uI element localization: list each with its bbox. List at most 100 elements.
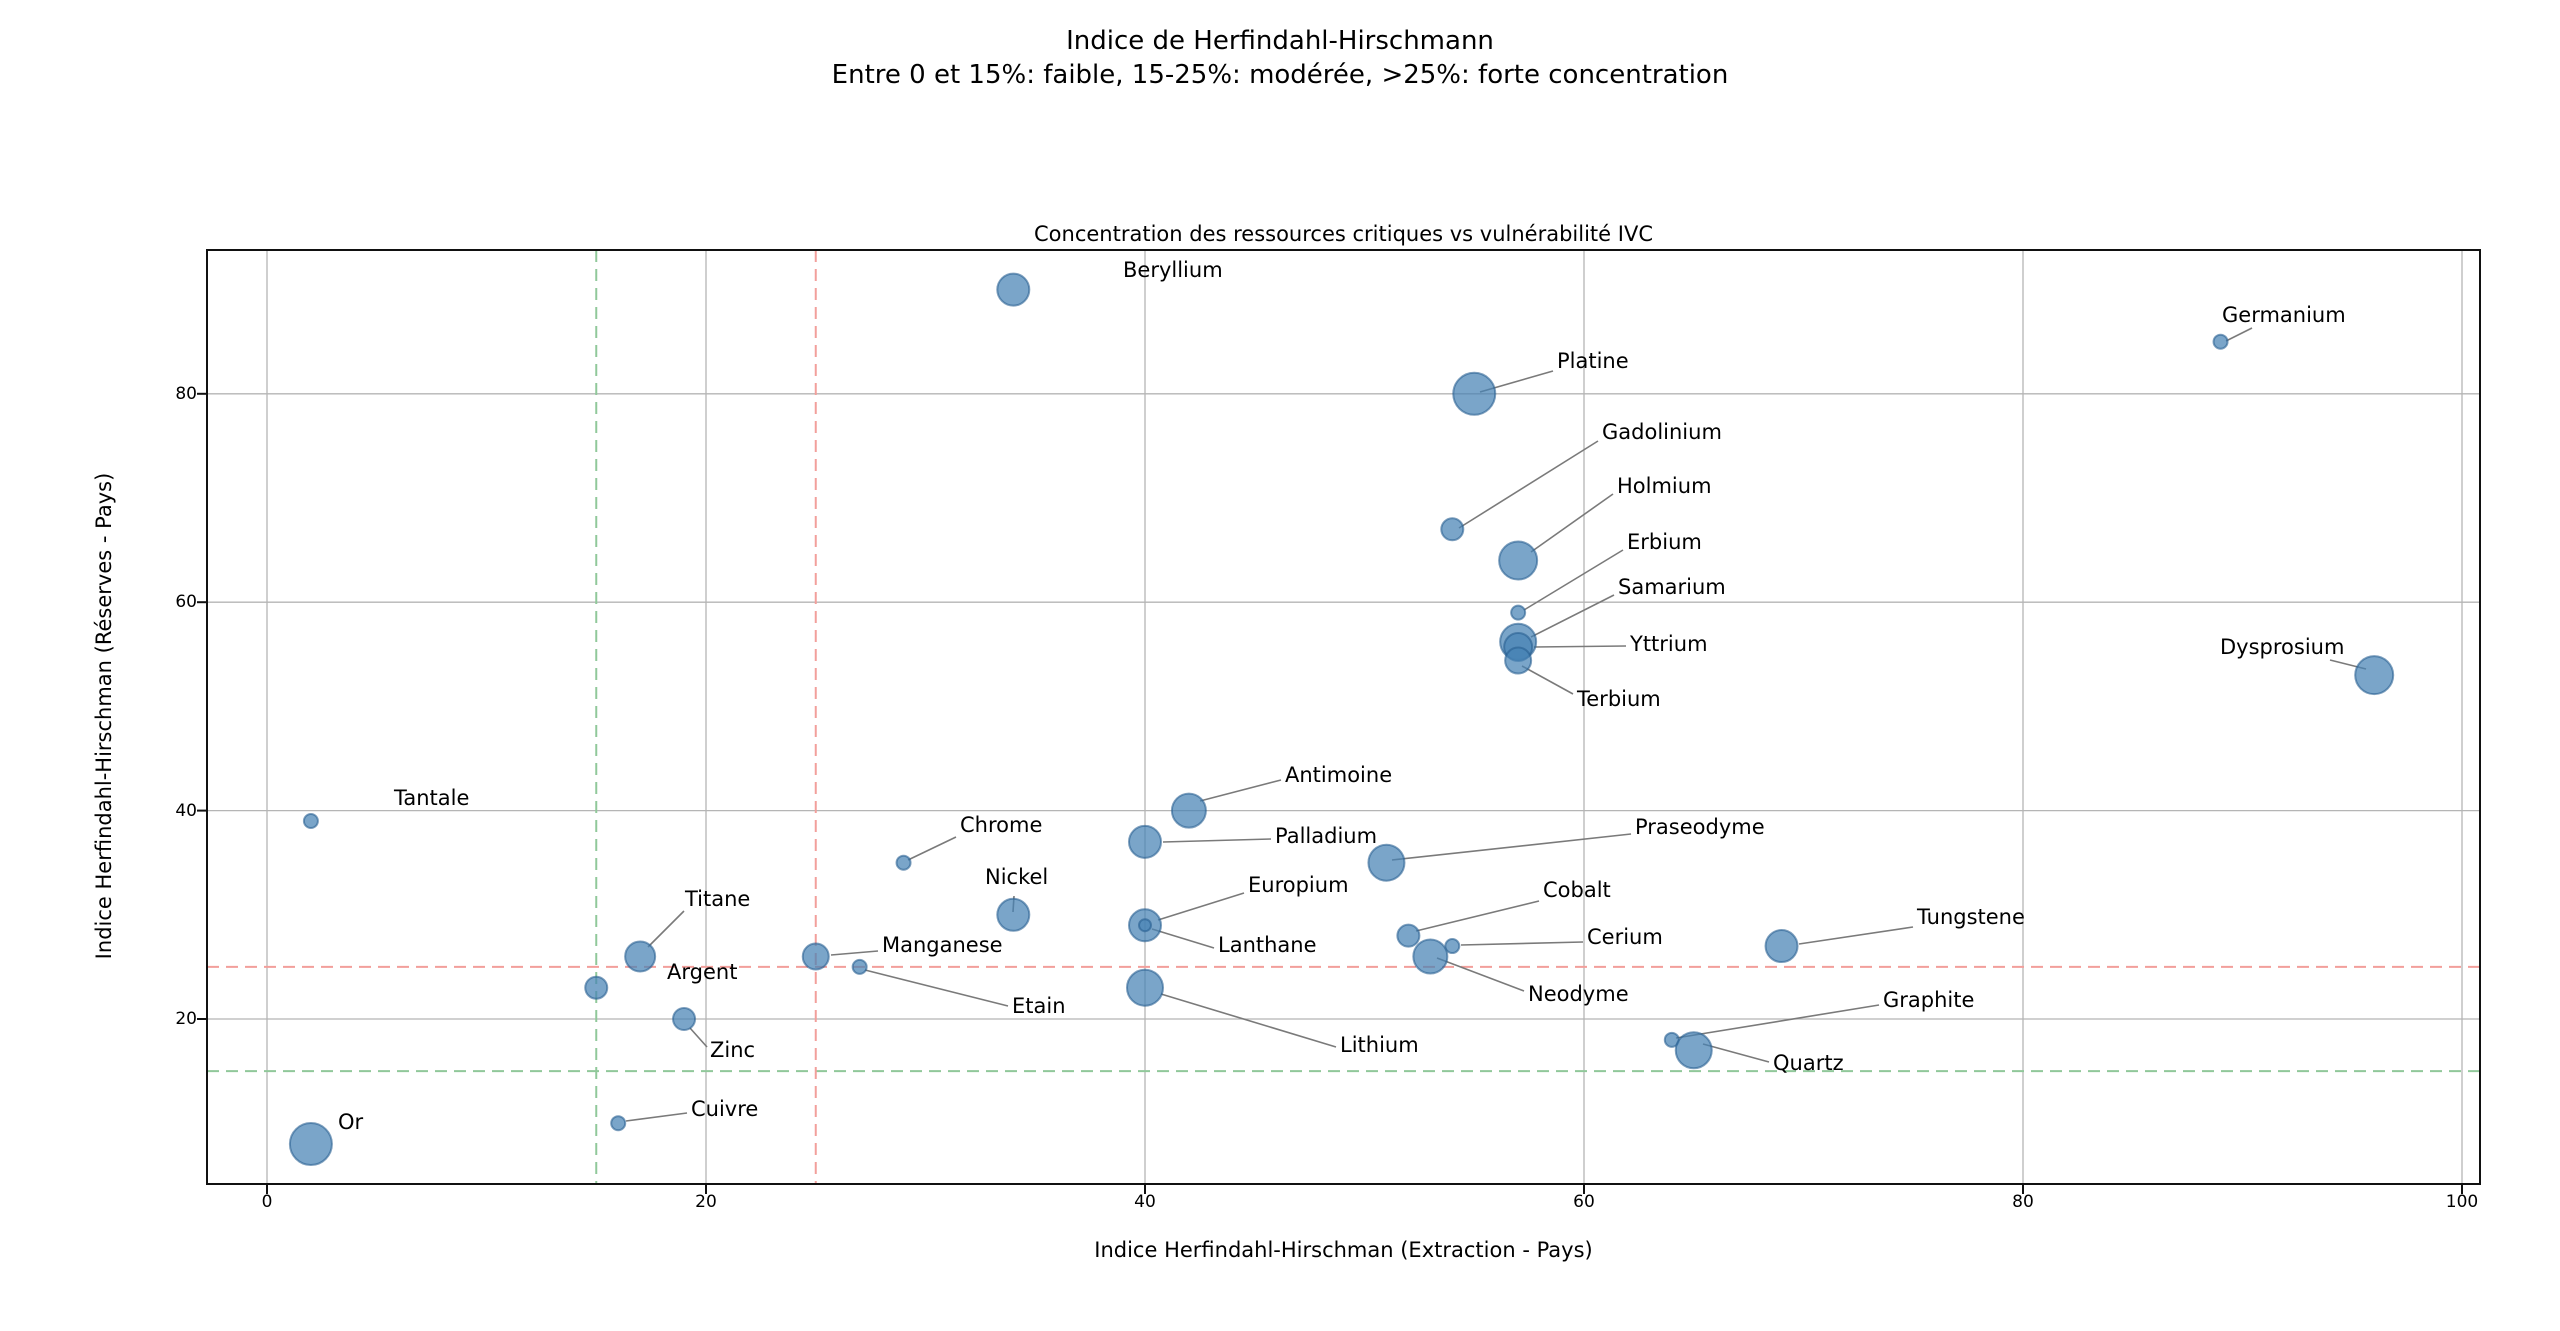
data-point-titane: [624, 940, 657, 973]
plot-border: [206, 249, 2481, 1185]
leader-line-cuivre: [625, 1112, 688, 1122]
data-point-zinc: [672, 1007, 697, 1031]
point-label-etain: Etain: [1012, 994, 1066, 1018]
leader-line-lithium: [1160, 993, 1337, 1048]
data-point-cobalt: [1396, 923, 1421, 948]
point-label-yttrium: Yttrium: [1630, 632, 1708, 656]
data-point-tungstene: [1764, 929, 1799, 964]
point-label-tungstene: Tungstene: [1917, 905, 2025, 929]
x-tick-label-0: 0: [261, 1192, 273, 1212]
leader-line-erbium: [1523, 549, 1624, 611]
point-label-terbium: Terbium: [1577, 687, 1661, 711]
data-point-palladium: [1128, 824, 1162, 859]
y-tick-label-20: 20: [175, 1009, 197, 1029]
data-point-praseodyme: [1367, 843, 1406, 882]
leader-line-lanthane: [1151, 928, 1215, 949]
leader-line-palladium: [1162, 838, 1272, 843]
leader-line-germanium: [2225, 327, 2253, 342]
point-label-cerium: Cerium: [1587, 925, 1663, 949]
leader-line-cobalt: [1415, 900, 1540, 932]
leader-line-graphite: [1675, 1004, 1880, 1039]
point-label-argent: Argent: [667, 960, 738, 984]
point-label-nickel: Nickel: [985, 865, 1049, 889]
point-label-titane: Titane: [685, 887, 751, 911]
x-tick-label-20: 20: [695, 1192, 717, 1212]
point-label-lithium: Lithium: [1340, 1033, 1419, 1057]
chart-title: Concentration des ressources critiques v…: [1034, 222, 1653, 246]
leader-line-etain: [864, 969, 1009, 1007]
point-label-gadolinium: Gadolinium: [1602, 420, 1722, 444]
point-label-dysprosium: Dysprosium: [2220, 635, 2345, 659]
point-label-graphite: Graphite: [1883, 988, 1975, 1012]
point-label-chrome: Chrome: [960, 813, 1043, 837]
leader-line-zinc: [689, 1027, 708, 1048]
point-label-palladium: Palladium: [1275, 824, 1378, 848]
data-point-lithium: [1126, 968, 1164, 1007]
data-point-argent: [584, 975, 609, 1000]
point-label-cobalt: Cobalt: [1543, 878, 1611, 902]
point-label-germanium: Germanium: [2222, 303, 2346, 327]
figure-suptitle: Indice de Herfindahl-Hirschmann Entre 0 …: [0, 24, 2560, 92]
data-point-dysprosium: [2354, 655, 2395, 696]
point-label-holmium: Holmium: [1617, 474, 1712, 498]
leader-line-chrome: [907, 836, 957, 861]
y-tick-label-60: 60: [175, 592, 197, 613]
leader-line-neodyme: [1436, 957, 1525, 992]
leader-line-tungstene: [1798, 926, 1914, 945]
data-point-platine: [1452, 371, 1497, 416]
data-point-beryllium: [996, 272, 1031, 307]
data-point-erbium: [1510, 604, 1527, 621]
leader-line-titane: [647, 910, 685, 948]
point-label-beryllium: Beryllium: [1123, 258, 1223, 282]
y-axis-title: Indice Herfindahl-Hirschman (Réserves - …: [92, 472, 116, 960]
data-point-etain: [851, 958, 868, 975]
x-tick-label-80: 80: [2012, 1192, 2034, 1212]
leader-line-cerium: [1460, 941, 1584, 946]
data-point-manganese: [801, 942, 830, 971]
leader-line-europium: [1157, 892, 1245, 921]
data-point-quartz: [1674, 1031, 1713, 1070]
data-point-neodyme: [1412, 938, 1449, 975]
leader-line-praseodyme: [1391, 833, 1632, 861]
leader-line-samarium: [1530, 594, 1615, 638]
point-label-praseodyme: Praseodyme: [1635, 815, 1765, 839]
data-point-lanthane: [1138, 918, 1152, 933]
data-point-germanium: [2212, 333, 2229, 350]
y-tick-label-40: 40: [175, 800, 197, 821]
x-tick-label-40: 40: [1134, 1192, 1156, 1212]
leader-line-gadolinium: [1458, 440, 1599, 529]
data-point-chrome: [895, 854, 912, 871]
point-label-antimoine: Antimoine: [1285, 763, 1393, 787]
data-point-nickel: [996, 897, 1031, 932]
point-label-lanthane: Lanthane: [1218, 933, 1317, 957]
data-point-or: [288, 1122, 333, 1167]
point-label-erbium: Erbium: [1627, 530, 1702, 554]
point-label-quartz: Quartz: [1773, 1051, 1844, 1075]
figure-suptitle-line2: Entre 0 et 15%: faible, 15-25%: modérée,…: [831, 60, 1729, 90]
x-axis-title: Indice Herfindahl-Hirschman (Extraction …: [1094, 1238, 1593, 1262]
point-label-or: Or: [338, 1110, 364, 1134]
leader-line-antimoine: [1199, 779, 1282, 802]
x-tick-label-100: 100: [2445, 1192, 2479, 1212]
point-label-samarium: Samarium: [1618, 575, 1726, 599]
figure-suptitle-line1: Indice de Herfindahl-Hirschmann: [1066, 26, 1494, 56]
y-tick-label-80: 80: [175, 383, 197, 404]
data-point-antimoine: [1170, 792, 1207, 829]
point-label-manganese: Manganese: [882, 933, 1003, 957]
x-tick-label-60: 60: [1573, 1192, 1595, 1212]
data-point-cuivre: [610, 1115, 627, 1132]
data-point-terbium: [1504, 646, 1533, 675]
point-label-platine: Platine: [1557, 349, 1629, 373]
point-label-tantale: Tantale: [394, 786, 470, 810]
leader-line-yttrium: [1533, 645, 1627, 648]
leader-line-holmium: [1530, 493, 1614, 553]
point-label-zinc: Zinc: [710, 1038, 756, 1062]
leader-line-terbium: [1521, 665, 1574, 695]
point-label-neodyme: Neodyme: [1528, 982, 1629, 1006]
point-label-cuivre: Cuivre: [691, 1097, 759, 1121]
leader-line-quartz: [1702, 1043, 1770, 1063]
data-point-tantale: [302, 813, 319, 830]
data-point-holmium: [1498, 540, 1539, 581]
